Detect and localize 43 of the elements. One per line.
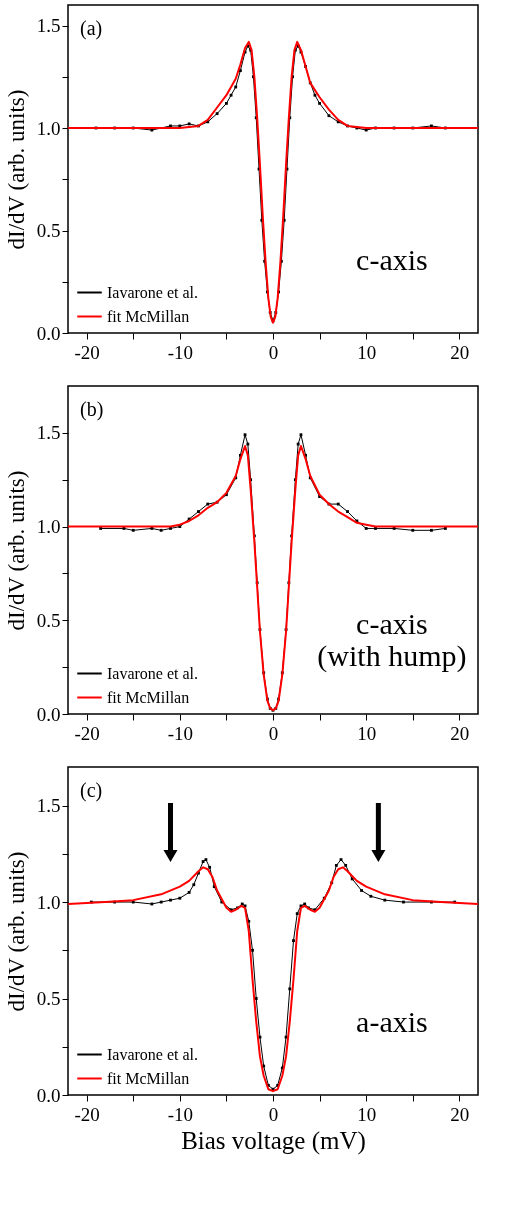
y-tick-label: 1.0 [36, 516, 61, 538]
y-tick-label: 0.5 [36, 988, 61, 1010]
x-tick-label: -10 [167, 722, 193, 744]
x-tick-label: 10 [357, 722, 377, 744]
x-tick-label: -10 [167, 341, 193, 363]
legend-label: fit McMillan [107, 1069, 190, 1087]
legend-label: Iavarone et al. [107, 283, 199, 301]
y-tick-label: 1.0 [36, 891, 61, 913]
y-tick-label: 0.0 [36, 322, 61, 344]
x-tick-label: 0 [268, 341, 279, 363]
x-tick-label: 0 [268, 1103, 279, 1125]
legend-label: fit McMillan [107, 688, 190, 706]
annotation: (c) [80, 779, 103, 802]
x-tick-label: 20 [450, 341, 470, 363]
x-axis-title: Bias voltage (mV) [181, 1126, 366, 1155]
y-axis-title: dI/dV (arb. units) [3, 470, 29, 631]
y-tick-label: 0.5 [36, 220, 61, 241]
legend-label: fit McMillan [107, 307, 190, 325]
y-tick-label: 0.5 [36, 609, 61, 631]
y-axis-title: dI/dV (arb. units) [3, 89, 29, 250]
x-tick-label: 0 [268, 722, 279, 744]
x-tick-label: -10 [167, 1103, 193, 1125]
y-tick-label: 0.0 [36, 703, 61, 725]
y-tick-label: 1.5 [36, 422, 61, 444]
x-tick-label: 10 [357, 341, 377, 363]
y-tick-label: 1.5 [36, 15, 61, 36]
x-tick-label: -20 [74, 1103, 100, 1125]
y-tick-label: 0.0 [36, 1084, 61, 1106]
annotation: (b) [80, 398, 104, 421]
x-tick-label: 20 [450, 722, 470, 744]
legend-label: Iavarone et al. [107, 1045, 199, 1063]
legend-label: Iavarone et al. [107, 664, 199, 682]
annotation: (a) [80, 17, 103, 40]
x-tick-label: 10 [357, 1103, 377, 1125]
x-tick-label: 20 [450, 1103, 470, 1125]
y-axis-title: dI/dV (arb. units) [3, 851, 29, 1012]
annotation: c-axis [356, 242, 428, 276]
annotation: c-axis (with hump) [317, 607, 467, 674]
x-tick-label: -20 [74, 341, 100, 363]
y-tick-label: 1.5 [36, 795, 61, 817]
y-tick-label: 1.0 [36, 117, 61, 139]
x-tick-label: -20 [74, 722, 100, 744]
annotation: a-axis [356, 1004, 428, 1038]
